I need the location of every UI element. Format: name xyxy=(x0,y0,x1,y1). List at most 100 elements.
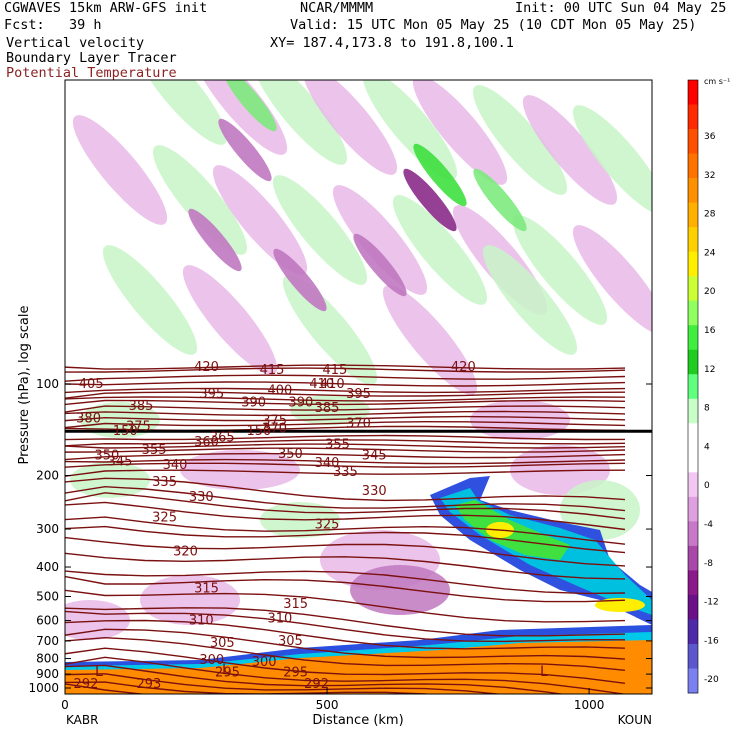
isentrope-line xyxy=(65,367,626,373)
w-wave-band xyxy=(152,145,248,255)
isentrope-line xyxy=(65,452,626,461)
isentrope-line xyxy=(65,536,626,567)
theta-label: 405 xyxy=(79,377,104,392)
colorbar-label: -8 xyxy=(704,559,713,569)
theta-label: 335 xyxy=(152,475,177,490)
field-label-vertical-velocity: Vertical velocity xyxy=(6,35,145,51)
colorbar-frame xyxy=(687,79,699,694)
theta-label: 400 xyxy=(267,383,292,398)
w-low-patch xyxy=(560,480,640,540)
colorbar-swatch xyxy=(688,374,698,400)
theta-label: 365 xyxy=(210,431,235,446)
theta-label: 340 xyxy=(163,458,188,473)
right-endpoint-label: KOUN xyxy=(618,713,652,727)
colorbar-swatch xyxy=(688,80,698,106)
theta-label: 410 xyxy=(320,377,345,392)
w-wave-band xyxy=(212,165,308,275)
theta-label: 370 xyxy=(346,417,371,432)
w-wave-band xyxy=(72,115,168,225)
y-tick-label: 1000 xyxy=(28,681,59,695)
theta-label: 292 xyxy=(74,677,99,692)
w-wave-core xyxy=(403,168,457,232)
w-wave-band xyxy=(252,80,348,165)
w-wave-core xyxy=(473,168,527,232)
colorbar-unit: cm s⁻¹ xyxy=(704,77,730,86)
theta-label: 355 xyxy=(142,443,167,458)
w-wave-core xyxy=(353,233,407,297)
colorbar-swatch xyxy=(688,178,698,204)
low-marker: L xyxy=(95,664,103,680)
isentrope-line xyxy=(65,589,626,623)
theta-label: 310 xyxy=(189,614,214,629)
x-tick-label: 500 xyxy=(316,698,339,712)
valid-time: Valid: 15 UTC Mon 05 May 25 (10 CDT Mon … xyxy=(290,17,697,33)
colorbar-swatch xyxy=(688,398,698,424)
low-marker: L xyxy=(222,662,230,678)
theta-label: 345 xyxy=(108,455,133,470)
isentrope-line xyxy=(65,447,626,453)
y-tick-label: 100 xyxy=(36,377,59,391)
isentrope-line xyxy=(65,434,626,441)
low-marker: L xyxy=(540,664,548,680)
w-wave-band xyxy=(332,185,428,295)
colorbar-swatch xyxy=(688,153,698,179)
w-wave-core xyxy=(413,143,467,207)
theta-label: 375 xyxy=(262,414,287,429)
theta-label: 355 xyxy=(325,437,350,452)
theta-label: 350 xyxy=(95,449,120,464)
theta-label: 395 xyxy=(199,387,224,402)
colorbar-label: 16 xyxy=(704,326,716,336)
theta-label: 350 xyxy=(278,447,303,462)
theta-label: 315 xyxy=(194,581,219,596)
theta-label: 330 xyxy=(189,490,214,505)
isentrope-line xyxy=(65,664,566,694)
isentrope-line xyxy=(65,673,505,694)
w-wave-band xyxy=(512,215,608,325)
w-wave-band xyxy=(182,265,278,375)
isentrope-line xyxy=(65,681,433,694)
isentrope-line xyxy=(65,405,626,413)
w-wave-band xyxy=(132,80,228,145)
theta-label: 390 xyxy=(241,395,266,410)
model-title: CGWAVES 15km ARW-GFS init xyxy=(4,0,208,16)
isentrope-line xyxy=(65,469,626,477)
w-wave-core xyxy=(223,80,277,132)
colorbar-label: 36 xyxy=(704,132,716,142)
isentrope-line xyxy=(65,439,626,447)
colorbar-label: 24 xyxy=(704,248,716,258)
colorbar-swatch xyxy=(688,202,698,228)
colorbar-label: 20 xyxy=(704,287,716,297)
colorbar-swatch xyxy=(688,447,698,473)
isentrope-line xyxy=(65,607,626,637)
theta-label: 310 xyxy=(267,611,292,626)
isentrope-line xyxy=(65,396,626,402)
colorbar-swatch xyxy=(688,521,698,547)
w-low-patch xyxy=(350,565,450,615)
y-tick-label: 500 xyxy=(36,589,59,603)
w-wave-core xyxy=(188,208,242,272)
isentrope-line xyxy=(65,485,626,512)
theta-label: 420 xyxy=(451,360,476,375)
colorbar-label: 32 xyxy=(704,171,715,181)
isentrope-line xyxy=(65,501,626,531)
isentrope-line xyxy=(65,619,626,650)
colorbar-label: 12 xyxy=(704,365,715,375)
y-axis-title: Pressure (hPa), log scale xyxy=(17,306,32,465)
theta-label: 375 xyxy=(126,420,151,435)
colorbar-swatch xyxy=(688,594,698,620)
theta-label: 330 xyxy=(362,484,387,499)
theta-label: 410 xyxy=(309,377,334,392)
y-tick-label: 400 xyxy=(36,560,59,574)
theta-label: 380 xyxy=(76,412,101,427)
theta-label: 415 xyxy=(260,363,285,378)
theta-label: 320 xyxy=(173,544,198,559)
isentrope-line xyxy=(65,610,626,643)
isentrope-line xyxy=(65,415,626,422)
theta-label: 305 xyxy=(278,634,303,649)
theta-label: 150 xyxy=(113,424,138,439)
theta-label: 300 xyxy=(252,655,277,670)
isentrope-line xyxy=(65,570,626,595)
isentrope-line xyxy=(65,391,626,399)
theta-label: 325 xyxy=(315,518,340,533)
colorbar-label: 28 xyxy=(704,210,716,220)
